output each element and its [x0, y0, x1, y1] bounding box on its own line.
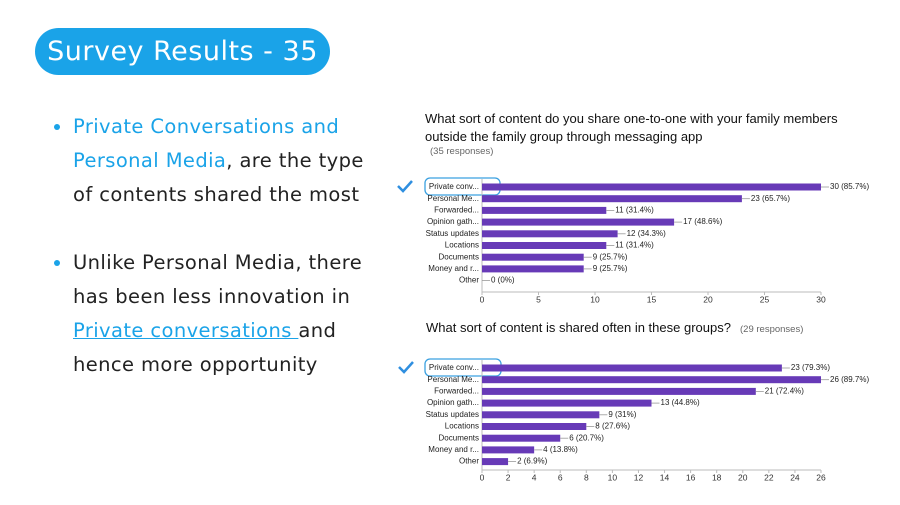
x-tick-label: 8: [584, 472, 589, 482]
bullet-text: Unlike Personal Media, there has been le…: [73, 251, 363, 308]
chart-title: What sort of content is shared often in …: [426, 320, 731, 335]
value-label: 23 (65.7%): [751, 194, 790, 203]
check-icon: [398, 361, 414, 374]
bar: [482, 253, 584, 261]
category-label: Private conv...: [429, 182, 479, 191]
value-label: 4 (13.8%): [543, 445, 578, 454]
x-tick-label: 20: [703, 294, 713, 304]
category-label: Personal Me...: [427, 194, 479, 203]
value-label: 9 (31%): [608, 410, 636, 419]
bullet-text: and hence more opportunity: [73, 319, 337, 376]
bullet-text: , are the type of contents shared the mo…: [73, 149, 364, 206]
value-label: 6 (20.7%): [569, 433, 604, 442]
category-label: Opinion gath...: [427, 217, 479, 226]
bar: [482, 399, 652, 407]
category-label: Other: [459, 457, 479, 466]
x-tick-label: 25: [760, 294, 770, 304]
x-tick-label: 10: [608, 472, 618, 482]
bullet: Unlike Personal Media, there has been le…: [73, 246, 373, 382]
category-label: Other: [459, 276, 479, 285]
bar: [482, 242, 607, 249]
bar: [482, 446, 535, 454]
bar: [482, 411, 600, 419]
x-tick-label: 14: [660, 472, 670, 482]
category-label: Locations: [445, 241, 479, 250]
value-label: 30 (85.7%): [830, 182, 869, 191]
chart-subtitle: (29 responses): [740, 324, 804, 335]
value-label: 11 (31.4%): [615, 206, 654, 215]
x-tick-label: 26: [816, 472, 826, 482]
chart-title: What sort of content do you share one-to…: [425, 111, 838, 144]
bullet: Private Conversations and Personal Media…: [73, 110, 373, 212]
category-label: Forwarded...: [434, 206, 479, 215]
x-tick-label: 2: [506, 472, 511, 482]
x-tick-label: 20: [738, 472, 748, 482]
bar: [482, 376, 821, 384]
bar: [482, 230, 618, 238]
value-label: 21 (72.4%): [765, 387, 804, 396]
category-label: Locations: [445, 422, 479, 431]
x-tick-label: 6: [558, 472, 563, 482]
value-label: 2 (6.9%): [517, 457, 548, 466]
category-label: Forwarded...: [434, 387, 479, 396]
category-label: Money and r...: [428, 264, 479, 273]
value-label: 11 (31.4%): [615, 241, 654, 250]
bar: [482, 206, 607, 214]
category-label: Private conv...: [429, 363, 479, 372]
value-label: 23 (79.3%): [791, 363, 830, 372]
value-label: 9 (25.7%): [593, 252, 628, 261]
x-tick-label: 30: [816, 294, 826, 304]
bar: [482, 423, 587, 430]
bar: [482, 434, 561, 442]
link[interactable]: Private conversations: [73, 319, 299, 342]
x-tick-label: 15: [647, 294, 657, 304]
value-label: 12 (34.3%): [627, 229, 666, 238]
category-label: Documents: [439, 433, 479, 442]
category-label: Personal Me...: [427, 375, 479, 384]
bar: [482, 364, 782, 372]
x-tick-label: 22: [764, 472, 774, 482]
value-label: 9 (25.7%): [593, 264, 628, 273]
x-tick-label: 24: [790, 472, 800, 482]
bullet-list: Private Conversations and Personal Media…: [53, 110, 373, 416]
value-label: 17 (48.6%): [683, 217, 722, 226]
x-tick-label: 5: [536, 294, 541, 304]
bar: [482, 265, 584, 273]
category-label: Status updates: [426, 410, 479, 419]
value-label: 26 (89.7%): [830, 375, 869, 384]
x-tick-label: 18: [712, 472, 722, 482]
bar: [482, 218, 675, 226]
x-tick-label: 16: [686, 472, 696, 482]
bar: [482, 387, 756, 395]
category-label: Money and r...: [428, 445, 479, 454]
category-label: Opinion gath...: [427, 398, 479, 407]
category-label: Documents: [439, 252, 479, 261]
value-label: 0 (0%): [491, 276, 515, 285]
value-label: 8 (27.6%): [595, 422, 630, 431]
category-label: Status updates: [426, 229, 479, 238]
bar: [482, 195, 742, 203]
x-tick-label: 10: [590, 294, 600, 304]
bar: [482, 458, 509, 466]
slide-title: Survey Results - 35: [35, 28, 330, 75]
value-label: 13 (44.8%): [661, 398, 700, 407]
chart-subtitle: (35 responses): [430, 146, 494, 157]
x-tick-label: 0: [480, 294, 485, 304]
bullet-text: Private Conversations and Personal Media: [73, 115, 340, 172]
x-tick-label: 0: [480, 472, 485, 482]
x-tick-label: 12: [634, 472, 644, 482]
check-icon: [397, 180, 413, 193]
bar: [482, 183, 821, 191]
x-tick-label: 4: [532, 472, 537, 482]
